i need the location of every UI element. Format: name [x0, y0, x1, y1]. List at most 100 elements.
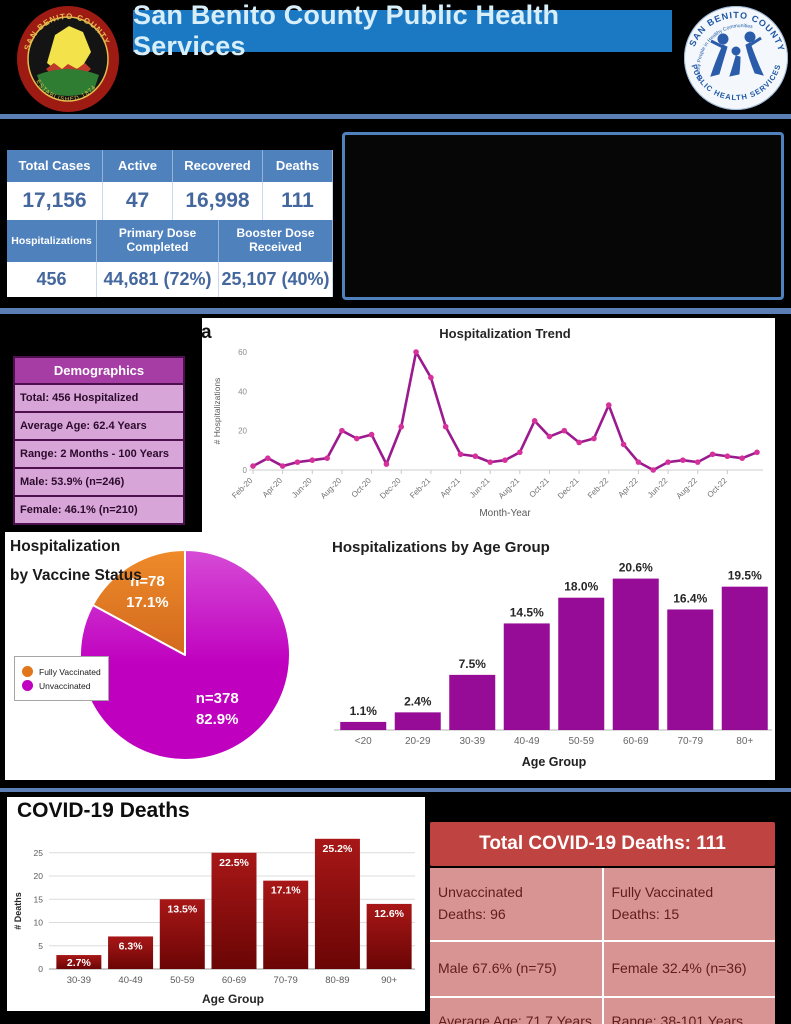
trend-point	[339, 427, 345, 434]
redacted-black-box	[342, 132, 784, 300]
deaths-bar	[366, 903, 412, 969]
svg-text:Oct-21: Oct-21	[528, 476, 552, 500]
svg-text:20-29: 20-29	[405, 736, 431, 747]
covid-deaths-chart: 0 5 10 15 20 25 # Deaths 2.7% 30-39 6.3% 40-49 13.5…	[13, 838, 415, 1006]
demographics-table: Demographics Total: 456 Hospitalized Aver…	[13, 356, 185, 525]
age-bar	[503, 623, 550, 730]
stats-header-cell: Total Cases	[7, 150, 103, 182]
svg-text:70-79: 70-79	[274, 975, 298, 986]
trend-point	[413, 349, 419, 355]
trend-point	[309, 457, 316, 463]
trend-point	[442, 423, 449, 430]
svg-text:12.6%: 12.6%	[374, 908, 404, 920]
section-divider	[0, 308, 791, 314]
svg-text:2.4%: 2.4%	[404, 694, 432, 708]
stats-header-cell: Booster Dose Received	[219, 220, 333, 262]
page-title: San Benito County Public Health Services	[133, 0, 560, 61]
stats-value-cell: 111	[263, 182, 333, 220]
svg-text:50-59: 50-59	[170, 975, 194, 986]
svg-text:19.5%: 19.5%	[728, 569, 762, 583]
trend-point	[472, 453, 479, 460]
svg-text:25.2%: 25.2%	[323, 843, 353, 855]
trend-point	[576, 439, 582, 446]
svg-text:5: 5	[38, 941, 43, 951]
page-title-bar: San Benito County Public Health Services	[133, 0, 672, 61]
trend-point	[517, 449, 523, 456]
deaths-table-cell: Male 67.6% (n=75)	[430, 942, 602, 996]
svg-text:Age Group: Age Group	[202, 992, 264, 1006]
svg-text:Apr-21: Apr-21	[439, 476, 463, 500]
vaccine-status-pie-chart: n=78 17.1% n=378 82.9%	[79, 549, 291, 761]
svg-text:60: 60	[238, 348, 247, 357]
hospitalizations-by-age-chart: Hospitalizations by Age Group 1.1% <20 2.4%…	[332, 539, 772, 769]
trend-point	[680, 457, 686, 463]
trend-point	[561, 427, 568, 434]
trend-point	[502, 457, 508, 463]
svg-text:Hospitalizations by Age Group: Hospitalizations by Age Group	[332, 539, 550, 556]
svg-text:Apr-20: Apr-20	[261, 476, 285, 500]
deaths-table-cell: Range: 38-101 Years	[603, 998, 775, 1024]
svg-text:82.9%: 82.9%	[196, 711, 239, 728]
pie-chart-title: Hospitalization by Vaccine Status	[10, 538, 142, 584]
trend-point	[620, 441, 627, 448]
svg-text:6.3%: 6.3%	[119, 940, 144, 952]
stats-value-cell: 47	[103, 182, 173, 220]
trend-point	[754, 449, 760, 456]
partial-text: a	[201, 322, 212, 343]
svg-text:0: 0	[38, 964, 43, 974]
stats-value-row-1: 17,156 47 16,998 111	[7, 182, 333, 220]
svg-text:1.1%: 1.1%	[350, 704, 378, 718]
demographics-rows: Total: 456 Hospitalized Average Age: 62.4…	[15, 385, 183, 523]
stats-header-cell: Hospitalizations	[7, 220, 97, 262]
svg-text:Oct-20: Oct-20	[350, 476, 374, 500]
age-bar	[558, 597, 605, 730]
svg-text:14.5%: 14.5%	[510, 605, 544, 619]
legend-item-unvaccinated: Unvaccinated	[22, 680, 101, 691]
fully-vaccinated-swatch-icon	[22, 666, 33, 677]
deaths-bar	[108, 936, 154, 969]
svg-text:16.4%: 16.4%	[673, 591, 707, 605]
unvaccinated-swatch-icon	[22, 680, 33, 691]
svg-text:70-79: 70-79	[677, 736, 703, 747]
trend-point	[383, 461, 390, 467]
trend-point	[694, 459, 701, 465]
deaths-bar	[159, 899, 205, 969]
age-bar	[340, 721, 387, 730]
trend-point	[353, 435, 360, 442]
svg-text:0: 0	[243, 466, 248, 475]
stats-value-cell: 44,681 (72%)	[97, 262, 219, 297]
deaths-bar	[263, 880, 309, 969]
svg-text:80+: 80+	[736, 736, 753, 747]
case-stats-table: Total Cases Active Recovered Deaths 17,156 4…	[7, 150, 333, 297]
stats-header-cell: Deaths	[263, 150, 333, 182]
stats-value-cell: 16,998	[173, 182, 263, 220]
svg-text:Aug-21: Aug-21	[497, 476, 522, 501]
svg-text:Jun-22: Jun-22	[646, 476, 670, 500]
svg-text:50-59: 50-59	[568, 736, 594, 747]
svg-text:<20: <20	[355, 736, 372, 747]
trend-line	[252, 350, 758, 472]
deaths-bar	[314, 838, 360, 969]
legend-item-fully-vaccinated: Fully Vaccinated	[22, 666, 101, 677]
svg-text:40-49: 40-49	[514, 736, 540, 747]
deaths-table-cell: Female 32.4% (n=36)	[603, 942, 775, 996]
trend-point	[650, 467, 657, 473]
demographics-panel: Demographics Total: 456 Hospitalized Aver…	[0, 318, 202, 532]
svg-text:13.5%: 13.5%	[167, 903, 197, 915]
age-bar	[667, 609, 714, 730]
svg-text:15: 15	[34, 894, 44, 904]
svg-text:Aug-22: Aug-22	[675, 476, 700, 501]
svg-text:Dec-20: Dec-20	[378, 476, 403, 501]
stats-value-cell: 17,156	[7, 182, 103, 220]
trend-point	[487, 459, 493, 465]
svg-text:Apr-22: Apr-22	[616, 476, 640, 500]
svg-text:30-39: 30-39	[67, 975, 91, 986]
svg-text:40-49: 40-49	[118, 975, 142, 986]
trend-point	[546, 433, 553, 440]
svg-text:Jun-20: Jun-20	[290, 476, 314, 500]
svg-text:17.1%: 17.1%	[126, 594, 169, 611]
stats-header-cell: Recovered	[173, 150, 263, 182]
svg-text:90+: 90+	[381, 975, 398, 986]
covid-deaths-card: COVID-19 Deaths 0 5 10 15 20 25 # Deaths 2.7% 30…	[4, 794, 428, 1014]
svg-text:# Hospitalizations: # Hospitalizations	[212, 378, 222, 445]
